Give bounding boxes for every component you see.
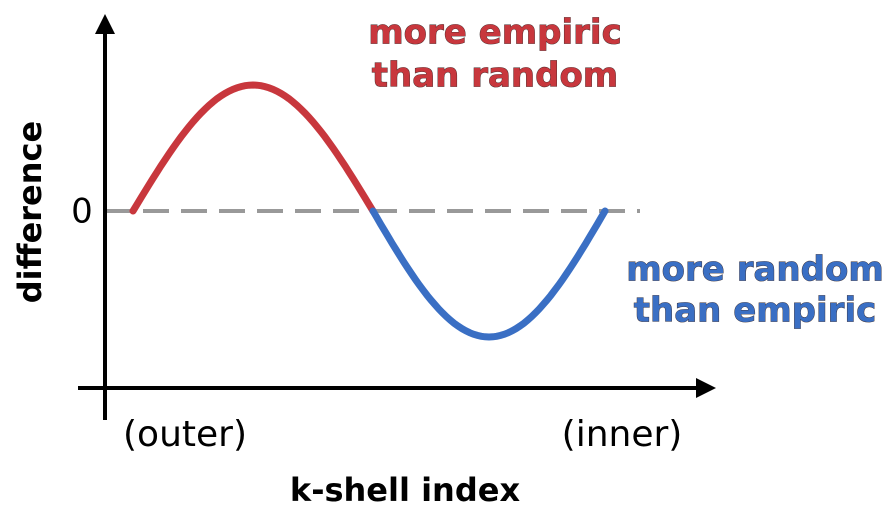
annotation-top: more empiric (368, 13, 622, 53)
x-right-label: (inner) (562, 414, 683, 455)
annotation-bottom: more random (626, 250, 884, 290)
annotation-top: than random (372, 56, 618, 96)
x-axis-label: k-shell index (290, 471, 521, 507)
y-axis-label: difference (11, 121, 49, 303)
annotation-bottom: than empiric (634, 291, 877, 331)
zero-label: 0 (71, 192, 93, 232)
x-left-label: (outer) (123, 414, 247, 455)
negative-curve (369, 207, 609, 341)
positive-curve (129, 81, 377, 215)
